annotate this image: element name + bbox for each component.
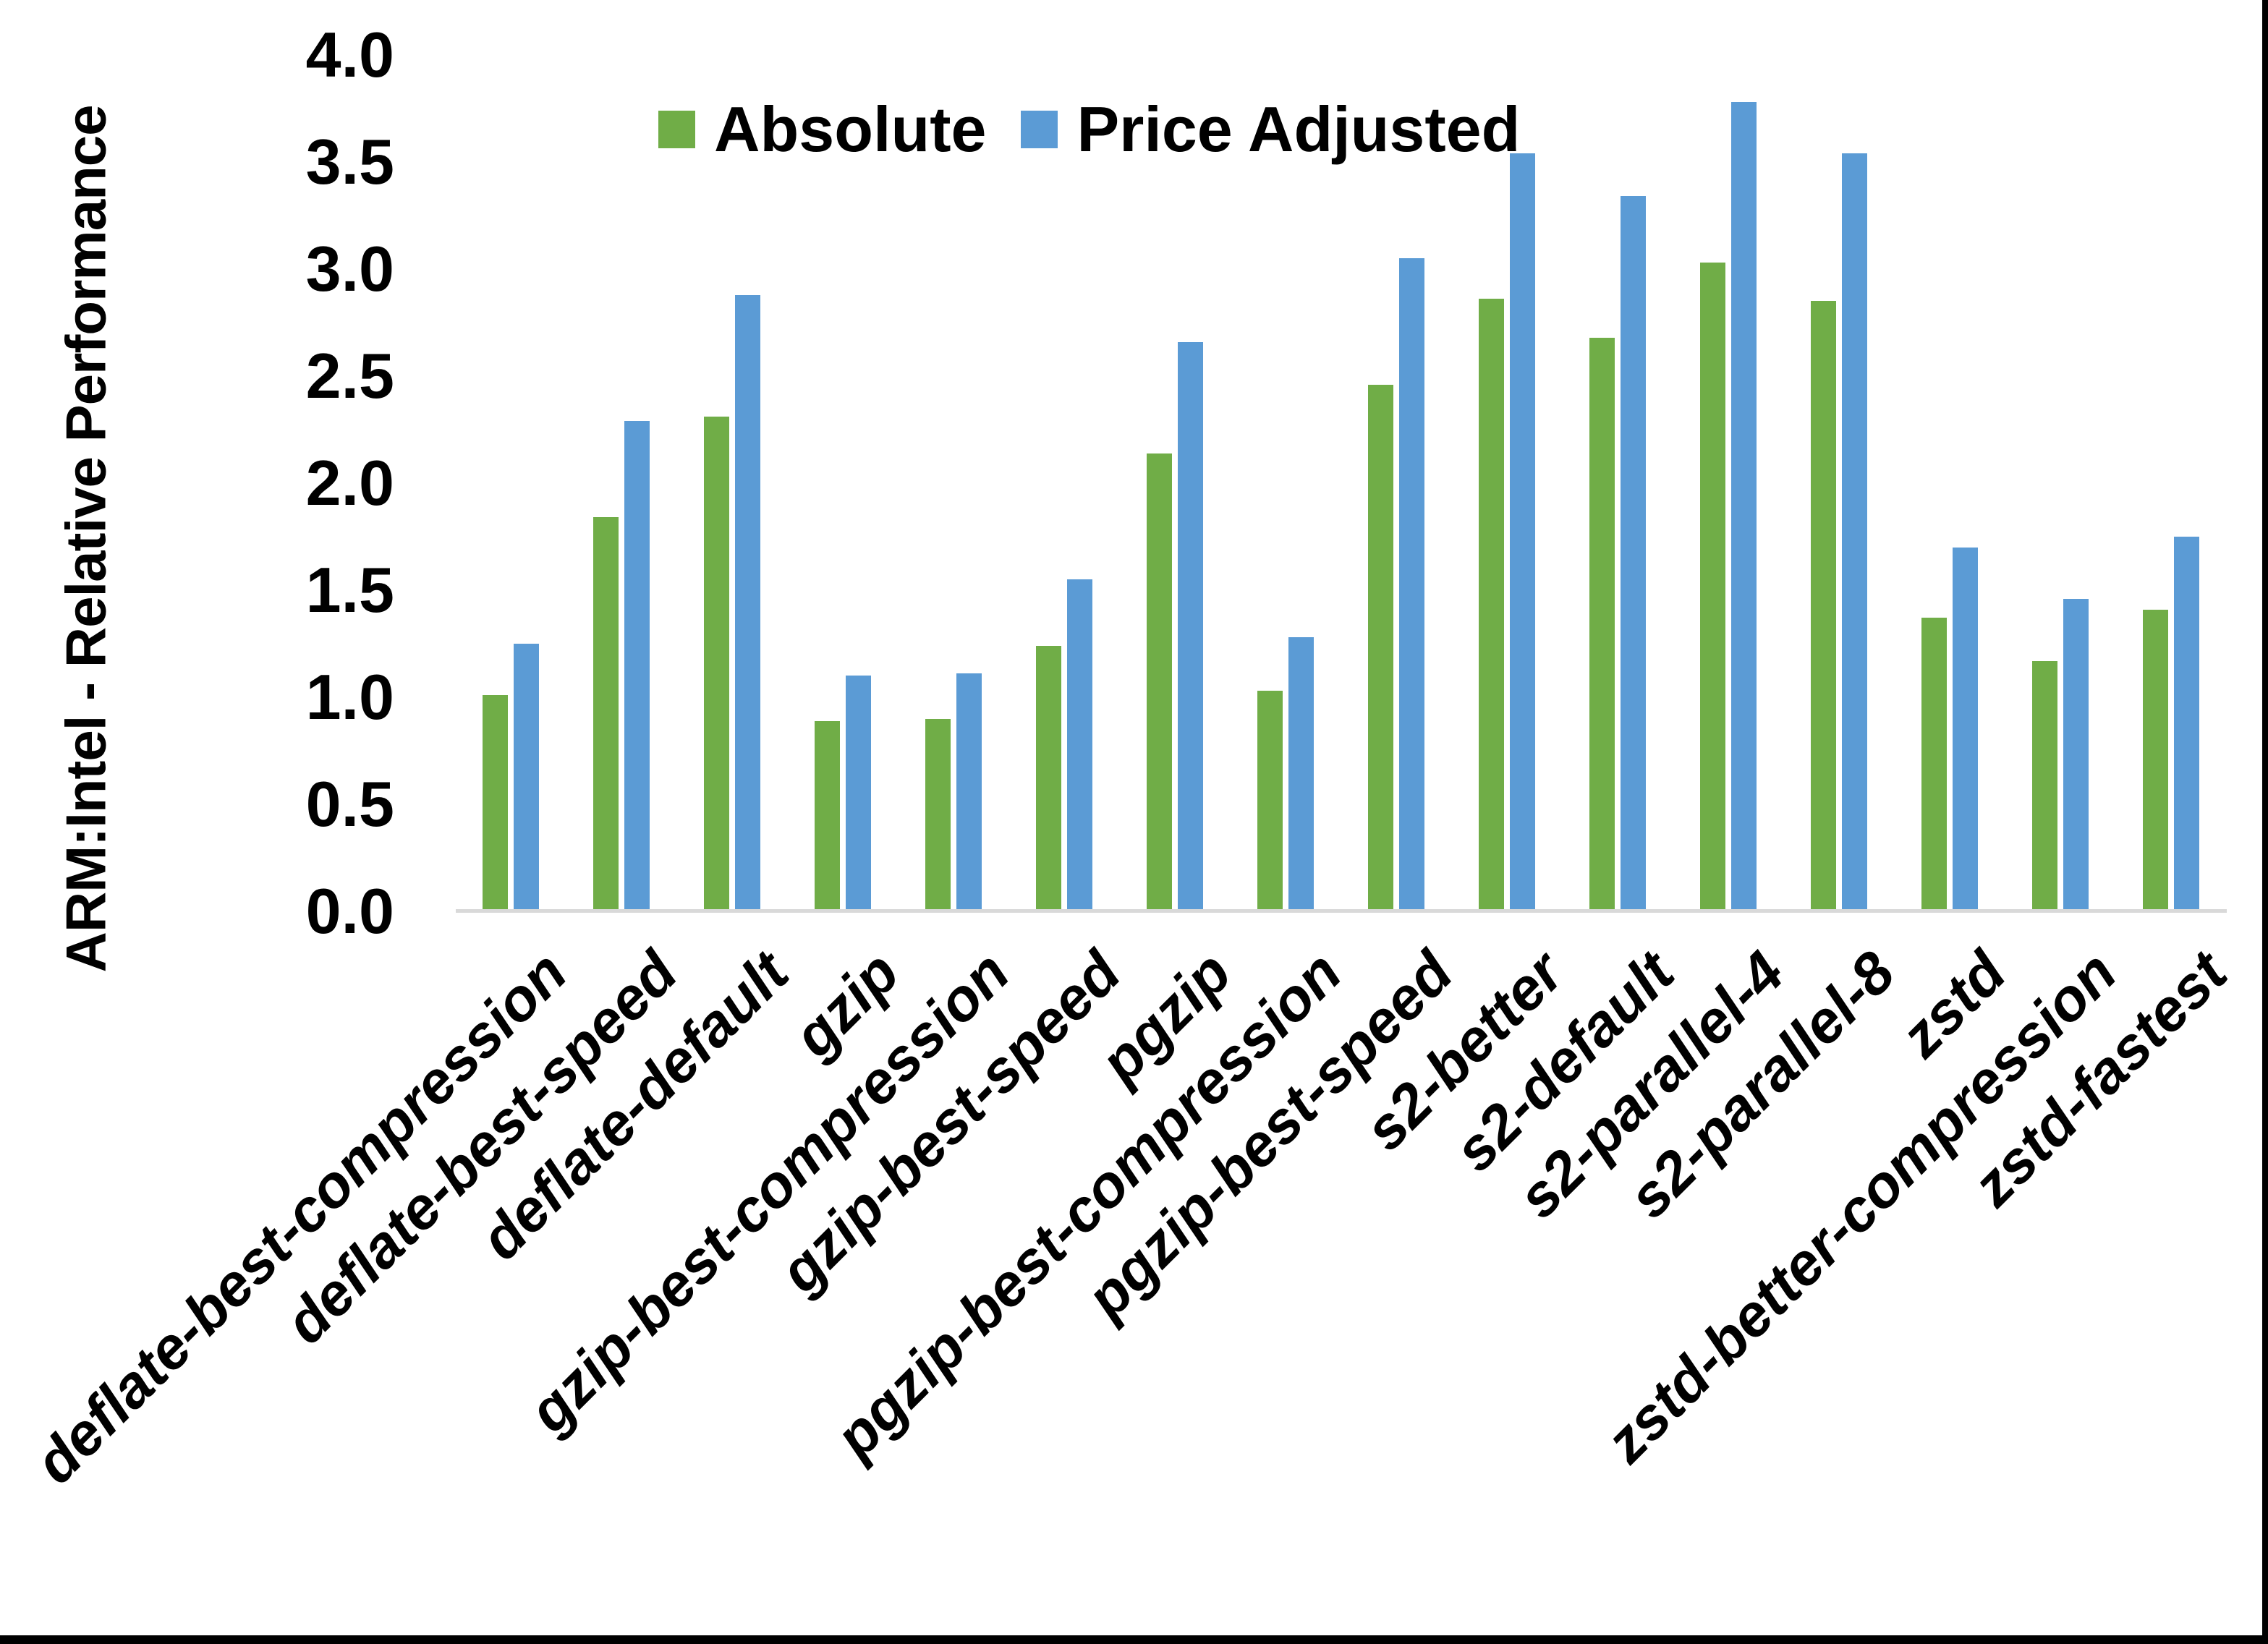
- y-tick-label-0.5: 0.5: [305, 768, 394, 840]
- bar-price-adjusted-zstd: [1953, 547, 1978, 909]
- bar-price-adjusted-deflate-best-speed: [624, 421, 650, 909]
- bar-absolute-s2-parallel-4: [1700, 263, 1725, 909]
- bar-price-adjusted-deflate-default: [735, 294, 760, 909]
- bar-absolute-s2-better: [1479, 299, 1504, 909]
- bar-absolute-pgzip-best-compression: [1257, 691, 1283, 909]
- bar-price-adjusted-gzip-best-speed: [1067, 579, 1092, 909]
- y-tick-label-3.5: 3.5: [305, 126, 394, 197]
- bar-price-adjusted-gzip-best-compression: [956, 673, 982, 909]
- y-tick-label-4.0: 4.0: [305, 19, 394, 90]
- bar-absolute-zstd-fastest: [2143, 609, 2168, 909]
- bar-price-adjusted-zstd-fastest: [2174, 537, 2199, 909]
- bar-price-adjusted-s2-default: [1621, 196, 1646, 909]
- legend-item-price-adjusted: Price Adjusted: [1021, 93, 1520, 166]
- y-tick-label-2.0: 2.0: [305, 447, 394, 519]
- y-tick-label-2.5: 2.5: [305, 340, 394, 412]
- bar-price-adjusted-deflate-best-compression: [514, 644, 539, 909]
- bar-price-adjusted-s2-parallel-8: [1842, 153, 1867, 909]
- bar-absolute-gzip-best-speed: [1036, 645, 1061, 909]
- y-tick-label-3.0: 3.0: [305, 233, 394, 304]
- bar-absolute-deflate-default: [704, 417, 729, 909]
- legend-label-absolute: Absolute: [714, 93, 987, 165]
- bar-absolute-pgzip-best-speed: [1368, 384, 1393, 909]
- legend-swatch-absolute: [658, 111, 695, 148]
- bar-price-adjusted-pgzip: [1178, 341, 1203, 909]
- legend: Absolute Price Adjusted: [658, 93, 1520, 166]
- legend-swatch-price-adjusted: [1021, 111, 1058, 148]
- screenshot-bottom-border: [0, 1635, 2268, 1644]
- bar-absolute-deflate-best-speed: [593, 517, 619, 909]
- bar-price-adjusted-gzip: [846, 676, 871, 909]
- bar-price-adjusted-s2-parallel-4: [1731, 102, 1757, 909]
- y-tick-label-1.0: 1.0: [305, 661, 394, 733]
- bar-absolute-s2-default: [1589, 337, 1615, 909]
- bar-absolute-pgzip: [1147, 453, 1172, 909]
- bar-absolute-s2-parallel-8: [1811, 301, 1836, 909]
- bar-price-adjusted-zstd-better-compression: [2063, 598, 2089, 909]
- bar-absolute-zstd: [1921, 618, 1947, 909]
- legend-item-absolute: Absolute: [658, 93, 986, 166]
- bar-price-adjusted-s2-better: [1510, 153, 1535, 909]
- bar-absolute-gzip: [815, 720, 840, 909]
- screenshot-right-border: [2262, 0, 2268, 1644]
- y-axis-title: ARM:Intel - Relative Performance: [54, 105, 118, 973]
- bar-absolute-deflate-best-compression: [483, 695, 508, 909]
- bar-price-adjusted-pgzip-best-compression: [1288, 637, 1314, 909]
- x-axis-line: [456, 909, 2227, 913]
- y-tick-label-1.5: 1.5: [305, 554, 394, 626]
- bar-price-adjusted-pgzip-best-speed: [1399, 258, 1424, 909]
- bar-absolute-gzip-best-compression: [925, 718, 951, 909]
- y-tick-label-0.0: 0.0: [305, 875, 394, 947]
- bar-absolute-zstd-better-compression: [2032, 660, 2057, 909]
- legend-label-price-adjusted: Price Adjusted: [1076, 93, 1521, 165]
